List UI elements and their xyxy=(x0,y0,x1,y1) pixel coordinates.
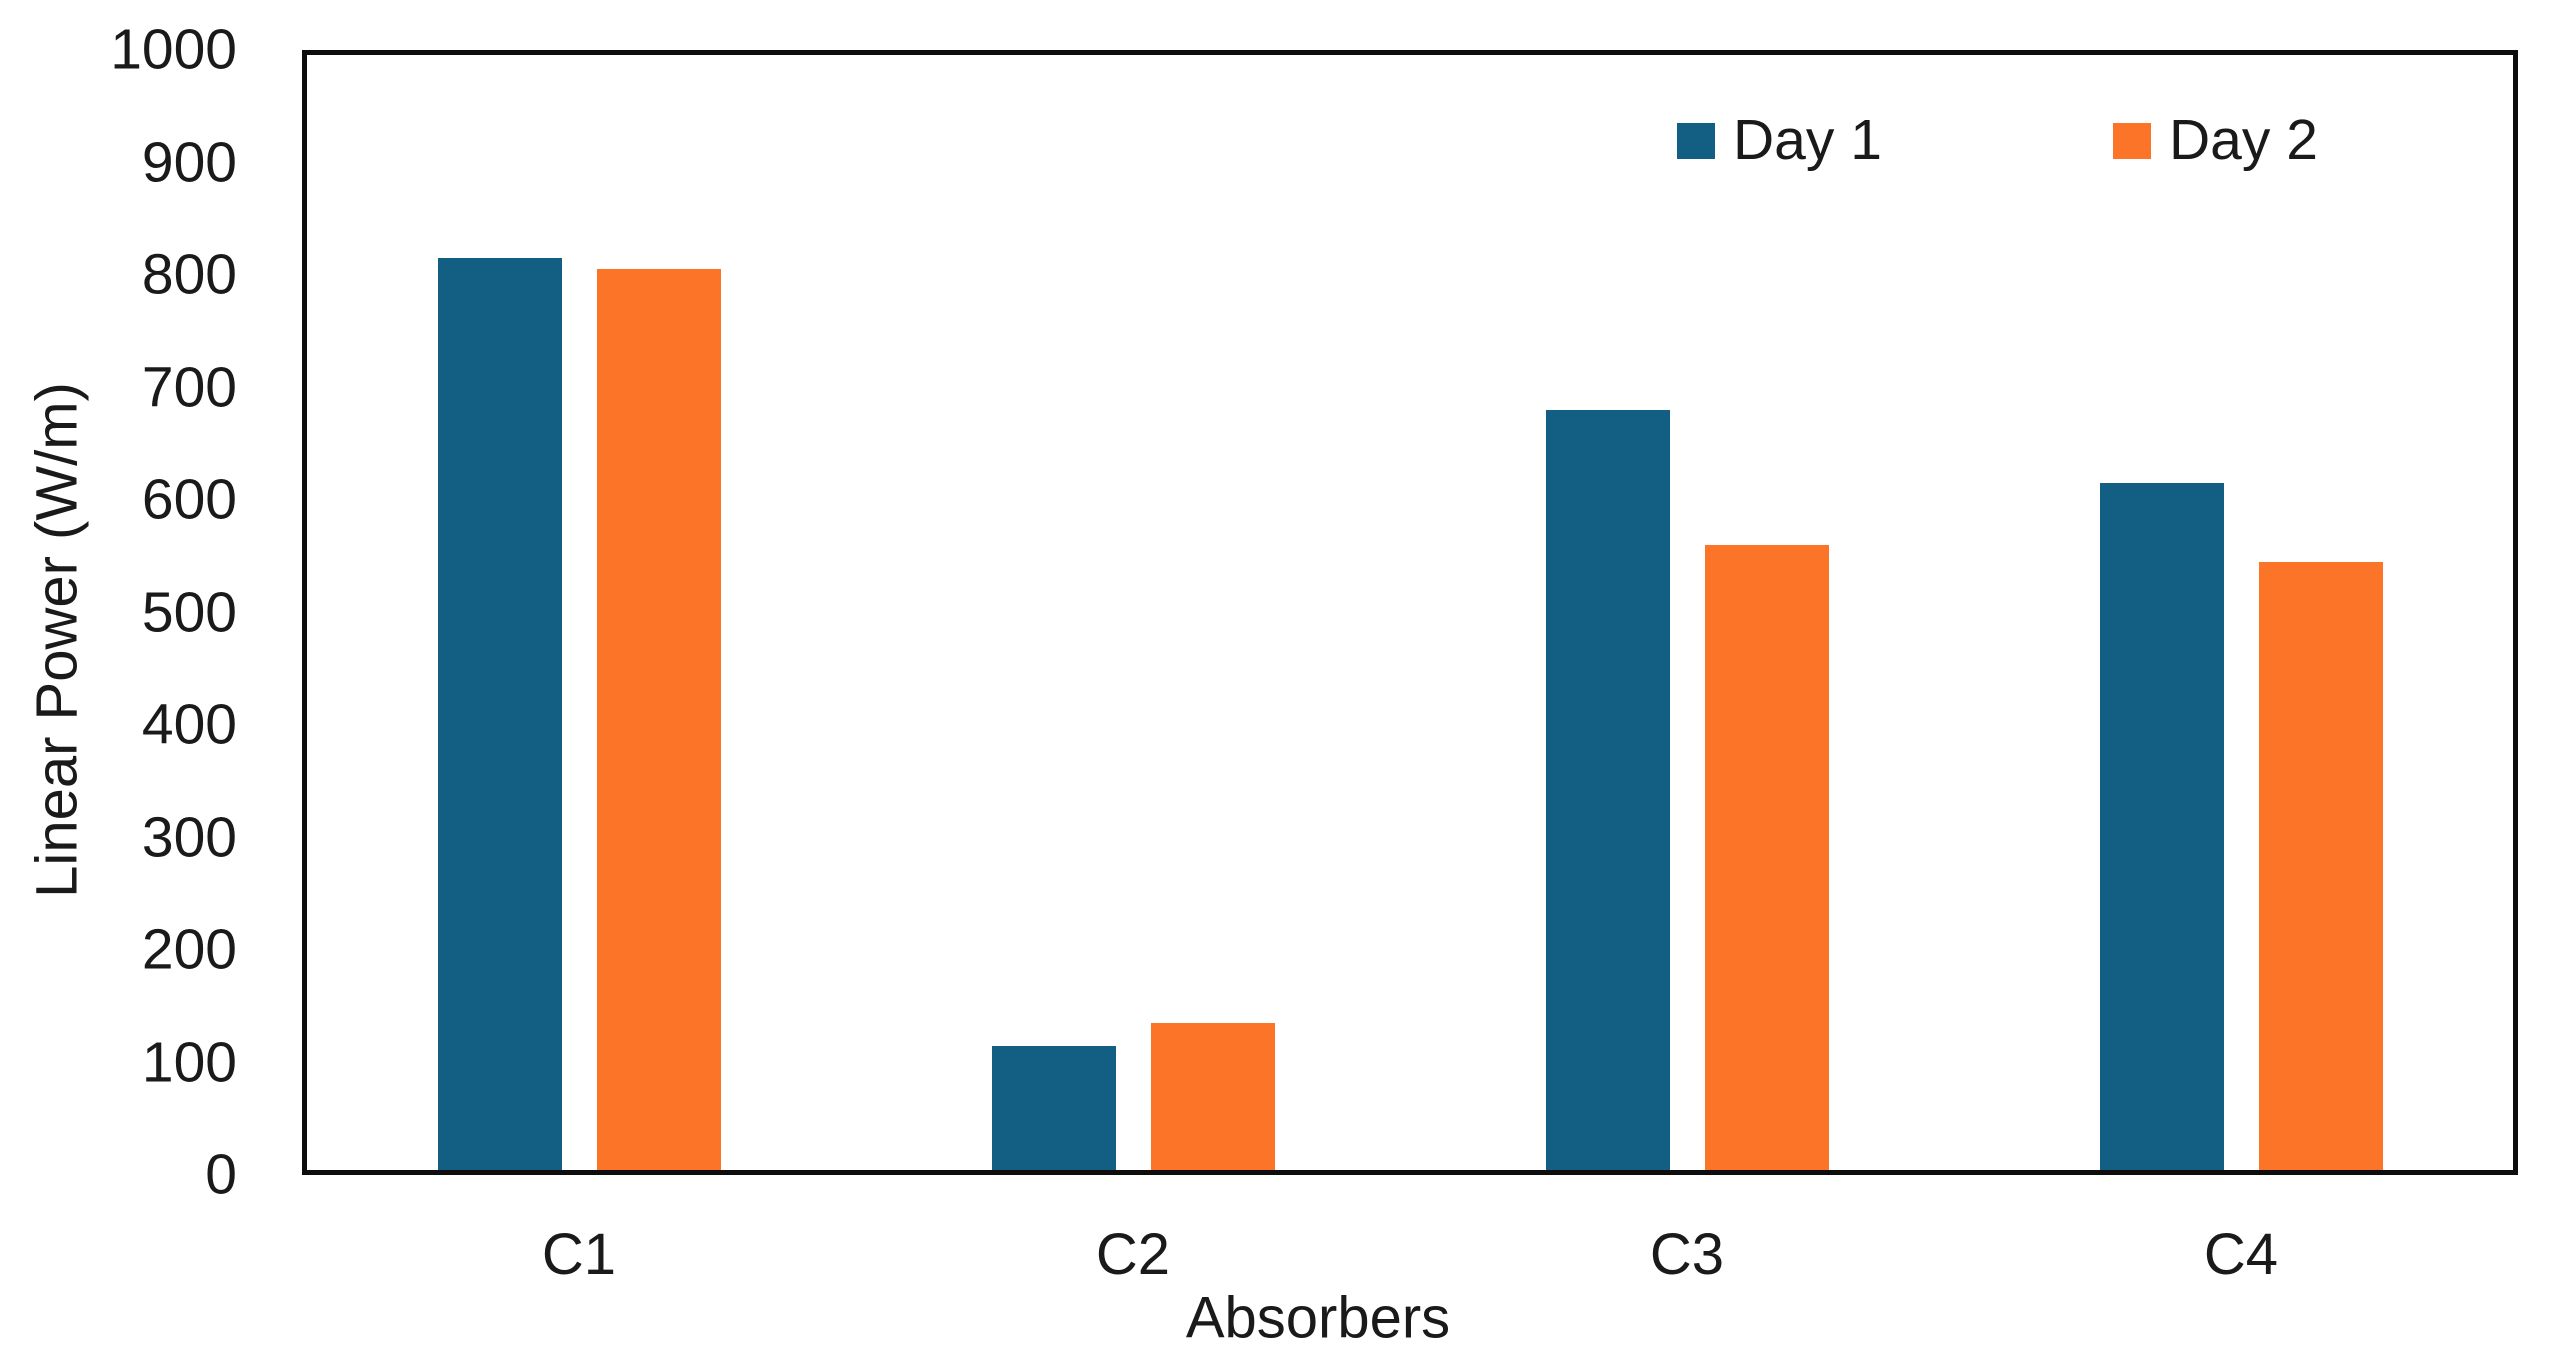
y-tick-label-700: 700 xyxy=(141,355,237,419)
x-category-label-c1: C1 xyxy=(541,1222,617,1287)
bar-day-2-c4 xyxy=(2258,561,2383,1175)
bar-day-1-c2 xyxy=(991,1045,1116,1175)
x-category-label-c4: C4 xyxy=(2203,1222,2279,1287)
legend-swatch-icon-day-2 xyxy=(2113,122,2151,159)
bar-day-1-c3 xyxy=(1545,410,1670,1175)
y-tick-label-800: 800 xyxy=(141,242,237,307)
legend-item-day-2: Day 2 xyxy=(2113,112,2318,169)
bar-group-c1 xyxy=(302,50,856,1175)
y-tick-label-500: 500 xyxy=(141,580,237,644)
legend-item-day-1: Day 1 xyxy=(1677,112,1882,169)
y-tick-label-400: 400 xyxy=(141,692,237,757)
x-axis-labels: C1 C2 C3 C4 xyxy=(302,1222,2518,1288)
legend-swatch-icon-day-1 xyxy=(1677,122,1715,159)
legend-label: Day 2 xyxy=(2169,108,2318,172)
bar-group-c4 xyxy=(1964,50,2518,1175)
y-tick-label-300: 300 xyxy=(141,805,237,869)
bar-day-2-c3 xyxy=(1704,545,1829,1175)
bar-day-2-c1 xyxy=(596,269,721,1175)
bar-day-2-c2 xyxy=(1150,1023,1275,1175)
y-tick-label-900: 900 xyxy=(141,130,237,194)
bar-group-c3 xyxy=(1410,50,1964,1175)
plot-area xyxy=(302,50,2518,1175)
y-tick-label-600: 600 xyxy=(141,467,237,532)
legend-label: Day 1 xyxy=(1733,108,1882,172)
x-axis-title: Absorbers xyxy=(1185,1285,1451,1351)
y-axis-ticks: 0 100 200 300 400 500 600 700 800 900 1000 xyxy=(0,21,237,1203)
y-tick-label-200: 200 xyxy=(141,917,237,982)
x-category-label-c3: C3 xyxy=(1649,1222,1725,1287)
y-tick-label-100: 100 xyxy=(141,1030,237,1094)
bar-group-c2 xyxy=(856,50,1410,1175)
y-tick-label-0: 0 xyxy=(205,1142,237,1207)
bar-day-1-c4 xyxy=(2099,483,2224,1175)
y-axis-title: Linear Power (W/m) xyxy=(24,382,90,898)
bar-day-1-c1 xyxy=(437,258,562,1175)
y-tick-label-1000: 1000 xyxy=(110,17,237,82)
x-category-label-c2: C2 xyxy=(1095,1222,1171,1287)
